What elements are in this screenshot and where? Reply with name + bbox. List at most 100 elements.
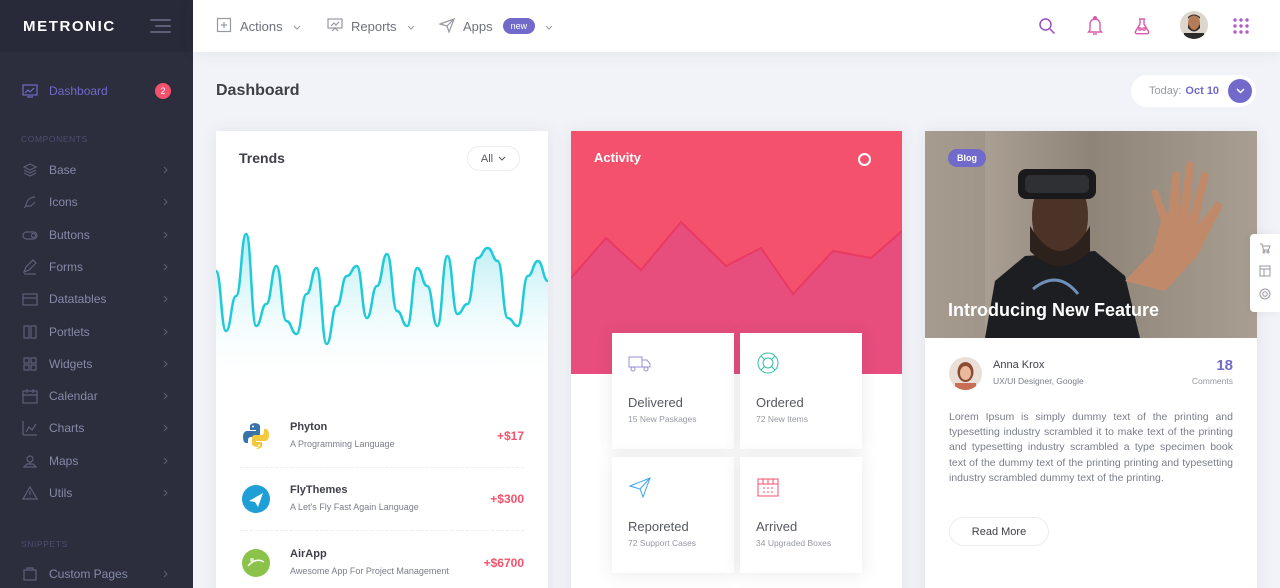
chevron-right-icon <box>161 327 171 337</box>
apps-grid-icon[interactable] <box>1229 14 1253 38</box>
topbar-menu-actions[interactable]: Actions <box>216 0 301 52</box>
layout-icon[interactable] <box>1259 264 1271 282</box>
paper-plane-icon <box>628 475 652 499</box>
chevron-right-icon <box>161 569 171 579</box>
activity-tile-desc: 34 Upgraded Boxes <box>756 538 832 548</box>
trend-value: +$300 <box>490 492 524 506</box>
topbar-menu-label: Apps <box>463 18 493 34</box>
calendar-icon <box>22 388 38 404</box>
logo-bar: METRONIC <box>0 0 193 52</box>
activity-tile-name: Reporeted <box>628 519 689 534</box>
trend-desc: Awesome App For Project Management <box>290 565 449 576</box>
trend-desc: A Programming Language <box>290 439 395 449</box>
activity-tile-name: Ordered <box>756 395 804 410</box>
chevron-down-icon <box>407 19 415 34</box>
box-icon <box>756 475 780 499</box>
sidebar-item-label: Icons <box>49 195 78 210</box>
chevron-right-icon <box>161 197 171 207</box>
activity-tile-arrived[interactable]: Arrived 34 Upgraded Boxes <box>740 457 862 573</box>
comments-label: Comments <box>1191 376 1233 386</box>
sidebar-item-label: Custom Pages <box>49 567 128 581</box>
trends-card: Trends All Phyton A Programming Language… <box>216 131 548 588</box>
sidebar-item-label: Base <box>49 163 77 177</box>
sidebar-item-maps[interactable]: Maps <box>0 446 193 476</box>
topbar-menu-apps[interactable]: Apps new <box>438 0 553 52</box>
cart-icon[interactable] <box>1259 241 1271 259</box>
topbar-menu-label: Reports <box>351 18 397 34</box>
pages-icon <box>22 566 38 582</box>
date-picker[interactable]: Today: Oct 10 <box>1131 75 1256 107</box>
sidebar-item-custom-pages[interactable]: Custom Pages <box>0 559 193 588</box>
sidebar-item-widgets[interactable]: Widgets <box>0 349 193 379</box>
layers-icon <box>22 162 38 178</box>
activity-tile-delivered[interactable]: Delivered 15 New Paskages <box>612 333 734 449</box>
bell-icon[interactable] <box>1083 14 1107 38</box>
sidebar-item-label: Calendar <box>49 389 98 404</box>
date-value: Oct 10 <box>1185 85 1220 97</box>
python-logo-icon <box>240 420 272 452</box>
activity-tile-desc: 72 New Items <box>756 414 808 424</box>
sidebar-item-base[interactable]: Base <box>0 155 193 185</box>
sidebar-item-label: Buttons <box>49 227 90 242</box>
widgets-icon <box>22 356 38 372</box>
trend-desc: A Let's Fly Fast Again Language <box>290 502 419 512</box>
brand-logo[interactable]: METRONIC <box>23 17 116 35</box>
read-more-button[interactable]: Read More <box>949 517 1049 546</box>
new-badge: new <box>502 18 536 34</box>
sidebar-item-forms[interactable]: Forms <box>0 252 193 282</box>
sidebar-item-label: Datatables <box>49 292 107 307</box>
sidebar-item-label: Widgets <box>49 356 93 371</box>
topbar-menu-reports[interactable]: Reports <box>327 0 415 52</box>
sidebar-item-label: Dashboard <box>49 84 108 98</box>
trend-name: Phyton <box>290 421 328 433</box>
flask-icon[interactable] <box>1130 14 1154 38</box>
paper-plane-icon <box>438 17 456 36</box>
sidebar-item-dashboard[interactable]: Dashboard 2 <box>0 76 193 106</box>
trend-name: FlyThemes <box>290 484 348 496</box>
activity-tile-reporeted[interactable]: Reporeted 72 Support Cases <box>612 457 734 573</box>
chevron-right-icon <box>161 423 171 433</box>
activity-tile-name: Arrived <box>756 519 798 534</box>
chevron-down-icon[interactable] <box>1228 79 1252 103</box>
chevron-right-icon <box>161 488 171 498</box>
map-pin-icon <box>22 453 38 469</box>
chevron-down-icon <box>498 153 506 165</box>
sidebar-item-portlets[interactable]: Portlets <box>0 317 193 347</box>
lifebuoy-icon <box>756 351 780 375</box>
quick-nav-panel <box>1250 234 1280 312</box>
trends-filter-dropdown[interactable]: All <box>467 146 520 171</box>
trend-item-flythemes[interactable]: FlyThemes A Let's Fly Fast Again Languag… <box>240 468 524 531</box>
chevron-down-icon <box>293 19 301 34</box>
circle-icon[interactable] <box>858 153 871 166</box>
blog-text: Lorem Ipsum is simply dummy text of the … <box>949 411 1233 484</box>
sidebar-item-label: Charts <box>49 421 85 436</box>
lifebuoy-icon[interactable] <box>1259 287 1271 305</box>
sidebar-item-charts[interactable]: Charts <box>0 413 193 443</box>
trend-name: AirApp <box>290 547 327 560</box>
search-icon[interactable] <box>1035 14 1059 38</box>
notification-badge: 2 <box>155 83 171 99</box>
activity-title: Activity <box>594 150 641 165</box>
table-icon <box>22 291 38 307</box>
trend-item-airapp[interactable]: AirApp Awesome App For Project Managemen… <box>240 531 524 588</box>
sidebar-item-datatables[interactable]: Datatables <box>0 284 193 314</box>
activity-tile-name: Delivered <box>628 395 683 410</box>
toggle-icon <box>22 227 38 243</box>
sidebar-item-icons[interactable]: Icons <box>0 187 193 217</box>
sidebar-item-buttons[interactable]: Buttons <box>0 220 193 250</box>
trend-item-phyton[interactable]: Phyton A Programming Language +$17 <box>240 405 524 468</box>
date-label: Today: <box>1149 85 1182 97</box>
sidebar-toggle-icon[interactable] <box>150 19 171 33</box>
sidebar-item-calendar[interactable]: Calendar <box>0 381 193 411</box>
activity-tile-desc: 15 New Paskages <box>628 414 697 424</box>
warning-icon <box>22 485 38 501</box>
chevron-right-icon <box>161 262 171 272</box>
section-title-snippets: Snippets <box>21 539 68 549</box>
activity-tile-ordered[interactable]: Ordered 72 New Items <box>740 333 862 449</box>
sidebar-item-label: Utils <box>49 486 73 500</box>
sidebar-item-utils[interactable]: Utils <box>0 478 193 508</box>
filter-label: All <box>480 152 494 165</box>
sidebar-item-label: Maps <box>49 453 79 468</box>
blog-title[interactable]: Introducing New Feature <box>948 300 1160 320</box>
user-avatar[interactable] <box>1180 11 1208 39</box>
